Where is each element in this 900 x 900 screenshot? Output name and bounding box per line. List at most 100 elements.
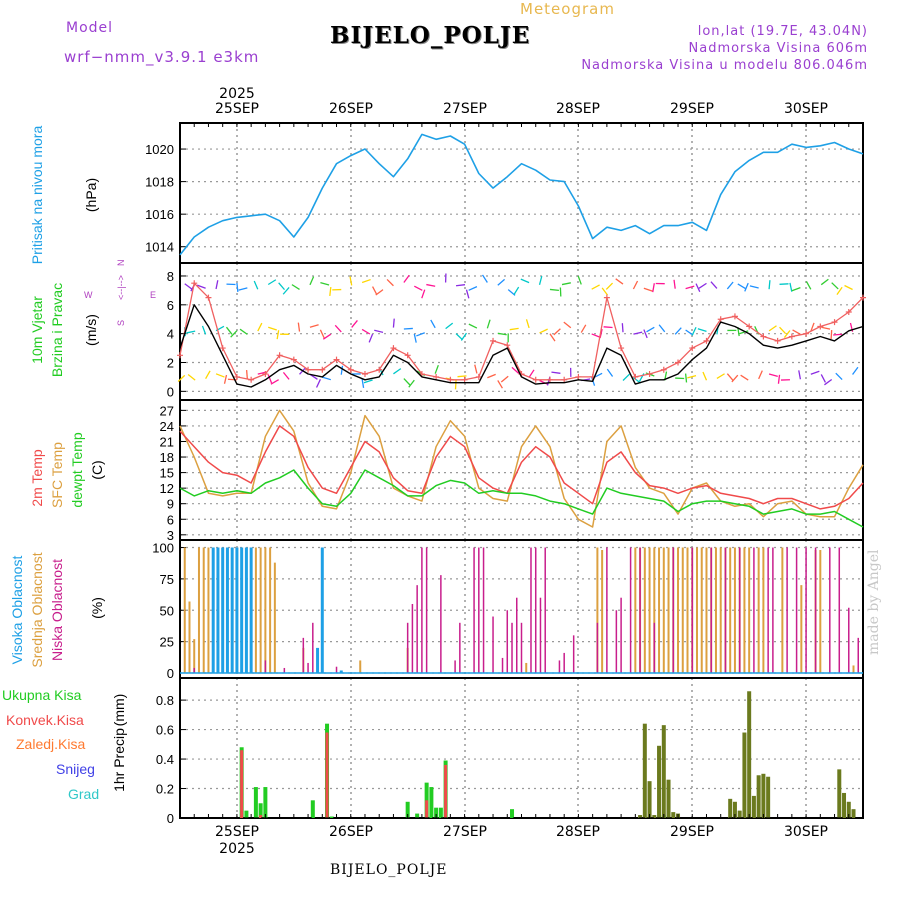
precip-bar-dark [732,801,737,818]
wind-model-marker [404,352,411,359]
wind-arrow [551,371,561,374]
wind-model-marker [333,356,340,363]
precip-bar-dark [671,812,676,818]
wind-arrow [768,373,778,377]
wind-model-marker [461,376,468,383]
wind-arrow [549,288,559,292]
wind-arrow [375,289,384,296]
wind-arrow [716,373,725,380]
wind-arrow [268,326,277,331]
compass-glyph: <--|--> [116,275,126,300]
wind-label-2: Brzina i Pravac [49,283,65,377]
wind-model-marker [575,373,582,380]
wind-arrow [553,328,561,336]
wind-model-marker [490,337,497,344]
y-tick-label: 75 [160,572,174,587]
wind-arrow [643,287,653,292]
wind-arrow [457,375,467,378]
precip-bar-dark [638,815,643,818]
wind-arrow [691,326,697,336]
precip-bar-dark [742,732,747,818]
wind-arrow [528,369,535,378]
y-tick-label: 4 [167,327,174,342]
y-tick-label: 6 [167,512,174,527]
y-tick-label: 50 [160,603,174,618]
y-tick-label: 21 [160,434,174,449]
y-tick-label: 0 [167,666,174,681]
wind-arrow [487,373,496,379]
wind-arrow [465,289,470,299]
wind-arrow [615,278,624,285]
wind-arrow [789,282,793,292]
wind-model-marker [746,323,753,330]
station-title: BIJELO_POLJE [330,22,531,49]
y-tick-label: 6 [167,298,174,313]
credit-text: made by Angel [866,549,882,656]
wind-model-marker [803,330,810,337]
bottom-day-label: 29SEP [670,824,714,840]
dewpt-line [179,469,864,528]
wind-arrow [737,283,746,290]
wind-arrow [361,278,371,284]
wind-model-marker [177,352,183,359]
precip-bar-conv [240,750,244,818]
wind-model-marker [233,373,240,380]
wind-arrow [454,380,457,390]
model-name: wrf−nmm_v3.9.1 e3km [64,48,260,66]
wind-arrow [239,328,248,335]
wind-model-marker [361,371,368,378]
wind-arrow [744,282,749,292]
wind-arrow [739,330,749,335]
wind-arrow [322,376,332,381]
precip-bar-dark [647,781,652,818]
wind-arrow [605,282,614,290]
wind-arrow [830,329,833,340]
wind-model-marker [347,366,354,373]
wind-arrow [606,368,614,377]
wind-arrow [257,322,263,332]
wind-arrow [844,284,853,291]
precip-bar-dark [756,775,761,818]
top-day-label: 25SEP [215,101,259,117]
sfc-temp-line [179,409,864,528]
wind-arrow [416,332,425,337]
wind-arrow [238,287,248,291]
precip-bar-dark [666,779,671,818]
wind-arrow [768,280,771,290]
precip-frz-label: Zaledj.Kisa [16,736,85,752]
wind-arrow [392,318,395,328]
wind-arrow [852,366,859,375]
wind-arrow [621,323,624,333]
wind-arrow [684,373,688,383]
wind-arrow [603,326,613,329]
wind-arrow [779,326,787,335]
wind-arrow [538,275,543,286]
wind-arrow [740,374,749,381]
top-day-label: 29SEP [670,101,714,117]
compass-s: S [116,320,126,326]
wind-arrow [810,322,815,332]
wind-model-marker [817,323,824,330]
wind-arrow [710,281,718,289]
wind-arrow [414,285,423,291]
precip-bar-total [310,800,315,818]
top-day-label: 28SEP [556,101,600,117]
wind-arrow [674,327,682,335]
bottom-day-label: 30SEP [784,824,828,840]
precip-bar-total [244,810,249,818]
wind-arrow [184,283,193,290]
wind-arrow [196,284,206,289]
wind-arrow [363,379,373,384]
wind-arrow [511,366,520,374]
wind-arrow [580,324,587,333]
wind-arrow [497,380,503,389]
altitude-info: Nadmorska Visina 606m [688,41,868,56]
wind-arrow [497,278,506,286]
precip-bar-total [263,787,268,818]
wind-arrow [591,284,600,290]
wind-model-marker [290,356,297,363]
wind-model-marker [717,316,724,323]
wind-arrow [497,332,507,336]
wind-arrow [749,285,759,289]
